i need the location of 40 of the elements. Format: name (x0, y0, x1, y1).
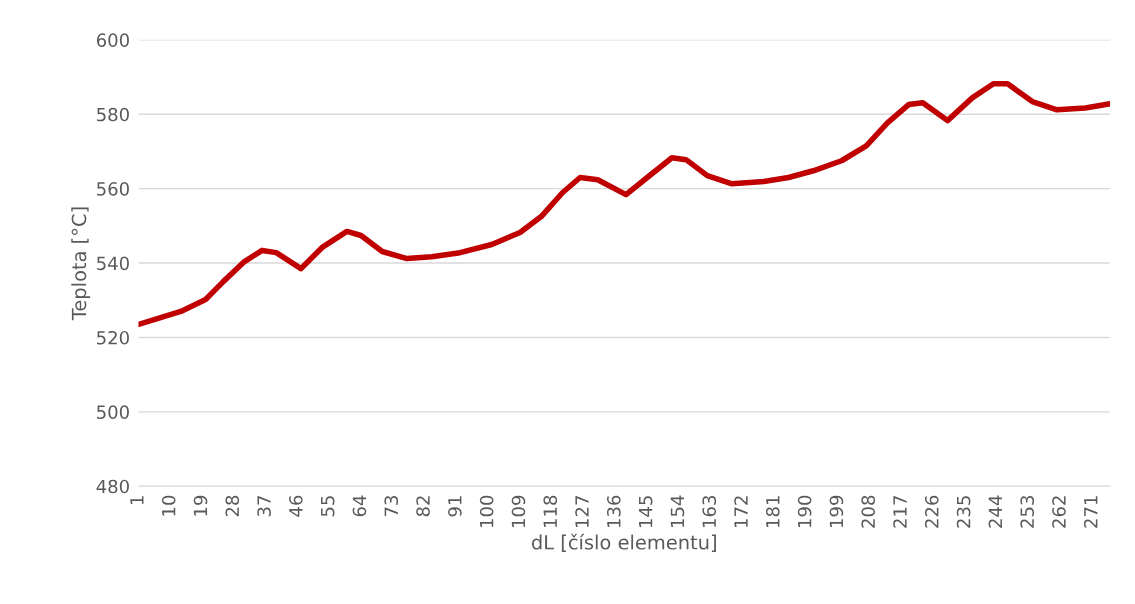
y-tick-label: 600 (96, 33, 129, 47)
y-tick-label: 480 (96, 479, 129, 494)
x-tick-label: 145 (639, 496, 653, 528)
x-tick-label: 55 (321, 496, 335, 517)
x-tick-label: 73 (384, 496, 399, 517)
x-tick-label: 10 (161, 495, 176, 516)
x-axis-title: dL [číslo elementu] (531, 533, 716, 552)
x-tick-label: 181 (765, 496, 780, 528)
x-tick-label: 253 (1020, 496, 1035, 528)
y-tick-label: 500 (97, 405, 129, 419)
x-tick-label: 217 (893, 496, 907, 528)
x-tick-label: 127 (575, 496, 589, 528)
y-tick-label: 560 (97, 182, 129, 196)
x-tick-label: 172 (734, 496, 748, 528)
x-tick-label: 154 (670, 495, 685, 528)
x-tick-label: 262 (1052, 496, 1066, 528)
x-tick-label: 271 (1083, 496, 1098, 528)
x-tick-label: 109 (511, 495, 526, 528)
x-tick-label: 244 (988, 495, 1002, 528)
y-tick-label: 520 (97, 330, 129, 345)
x-tick-label: 235 (956, 496, 971, 528)
x-tick-label: 163 (702, 496, 717, 528)
y-tick-label: 580 (97, 107, 129, 122)
x-tick-label: 82 (416, 496, 430, 517)
x-tick-label: 28 (225, 495, 240, 517)
x-tick-label: 19 (193, 495, 208, 516)
x-tick-label: 46 (289, 495, 303, 517)
x-tick-label: 208 (861, 495, 876, 528)
x-tick-label: 190 (797, 495, 812, 528)
x-tick-label: 199 (829, 495, 844, 528)
x-tick-label: 136 (607, 495, 621, 528)
x-tick-label: 118 (543, 495, 558, 528)
x-tick-label: 37 (257, 496, 271, 517)
x-tick-label: 1 (130, 496, 144, 505)
x-tick-label: 91 (448, 496, 462, 517)
y-axis-title: Teplota [°C] (71, 207, 91, 321)
y-tick-label: 540 (97, 256, 129, 271)
x-tick-label: 226 (924, 495, 939, 528)
x-tick-label: 64 (352, 495, 367, 517)
x-tick-label: 100 (479, 495, 494, 528)
